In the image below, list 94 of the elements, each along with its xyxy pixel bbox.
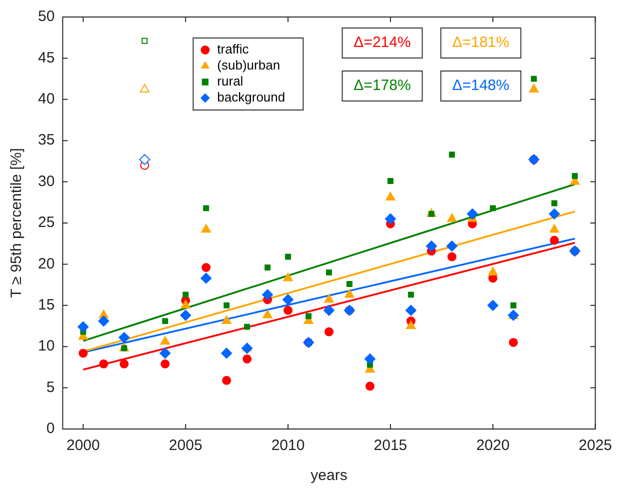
point — [446, 240, 458, 252]
point — [221, 348, 232, 359]
point — [201, 224, 211, 233]
annotation: Δ=148% — [452, 77, 510, 94]
x-tick-label: 2000 — [66, 437, 100, 454]
point — [548, 208, 560, 220]
point — [448, 152, 455, 158]
y-tick-label: 50 — [38, 8, 55, 26]
point — [447, 213, 457, 222]
x-tick-label: 2025 — [578, 437, 612, 454]
point — [284, 306, 293, 315]
point — [386, 192, 396, 200]
point — [384, 213, 396, 224]
x-tick-label: 2015 — [374, 437, 408, 454]
annotation: Δ=178% — [354, 77, 411, 94]
point — [551, 200, 558, 206]
point — [466, 208, 478, 220]
point — [202, 262, 211, 272]
point — [387, 178, 394, 184]
point — [365, 382, 374, 391]
point — [364, 353, 376, 364]
point — [550, 236, 559, 245]
point — [550, 224, 560, 233]
point — [572, 173, 578, 180]
y-tick-label: 0 — [46, 420, 55, 438]
point — [224, 302, 230, 308]
legend-label: rural — [217, 74, 244, 89]
point — [346, 281, 352, 287]
point — [244, 324, 250, 330]
legend-label: traffic — [217, 42, 250, 57]
point — [242, 354, 252, 364]
point — [160, 348, 171, 359]
point — [140, 84, 150, 93]
point — [285, 254, 292, 260]
point — [180, 300, 190, 308]
y-tick-label: 5 — [46, 378, 55, 396]
y-axis-title: T ≥ 95th percentile [%] — [8, 148, 26, 298]
point — [78, 321, 89, 332]
y-tick-label: 40 — [38, 90, 55, 108]
point — [324, 304, 334, 316]
point — [200, 272, 212, 284]
x-tick-label: 2010 — [271, 437, 305, 454]
point — [408, 292, 414, 298]
point — [262, 289, 274, 300]
point — [160, 336, 170, 345]
y-tick-label: 35 — [38, 132, 55, 149]
point — [324, 294, 334, 303]
point — [487, 300, 498, 311]
point — [405, 304, 416, 316]
point — [242, 342, 253, 354]
point — [283, 272, 293, 282]
point — [160, 359, 170, 368]
x-axis-title: years — [310, 467, 348, 484]
point — [306, 313, 312, 320]
point — [222, 376, 232, 385]
point — [490, 205, 496, 212]
point — [447, 252, 456, 262]
annotation: Δ=181% — [452, 34, 510, 52]
annotation: Δ=214% — [354, 34, 411, 52]
x-tick-label: 2020 — [476, 437, 510, 454]
point — [98, 316, 110, 327]
point — [262, 310, 272, 318]
point — [180, 310, 192, 321]
point — [530, 76, 537, 82]
point — [78, 348, 88, 358]
point — [222, 316, 232, 324]
point — [326, 269, 332, 276]
point — [406, 320, 416, 329]
y-tick-label: 25 — [38, 214, 55, 232]
point — [488, 266, 498, 276]
point — [344, 289, 354, 298]
point — [264, 264, 271, 270]
point — [162, 318, 168, 324]
y-tick-label: 20 — [38, 255, 55, 272]
y-tick-label: 10 — [38, 338, 55, 355]
point — [324, 327, 334, 336]
point — [282, 294, 294, 306]
y-tick-label: 45 — [38, 49, 55, 66]
y-tick-label: 30 — [38, 172, 55, 190]
point — [99, 359, 108, 368]
legend-label: (sub)urban — [217, 58, 280, 73]
point — [529, 84, 539, 93]
legend-label: background — [217, 90, 286, 105]
point — [203, 205, 210, 212]
point — [142, 38, 148, 44]
point — [508, 338, 518, 347]
point — [118, 332, 130, 344]
point — [139, 154, 150, 166]
x-tick-label: 2005 — [168, 437, 202, 454]
point — [426, 240, 437, 252]
point — [182, 292, 189, 298]
y-tick-label: 15 — [38, 296, 55, 314]
point — [120, 359, 129, 368]
point — [510, 302, 516, 308]
